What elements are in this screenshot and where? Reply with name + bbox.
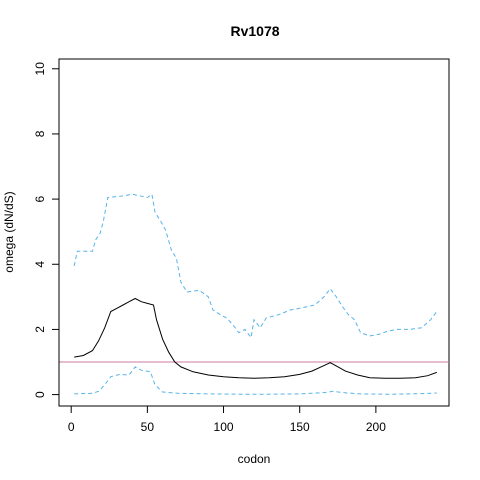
y-tick-label: 8 (33, 130, 47, 137)
y-tick-label: 4 (33, 261, 47, 268)
y-tick-label: 2 (33, 326, 47, 333)
chart-title: Rv1078 (230, 23, 279, 39)
x-tick-label: 50 (141, 420, 155, 434)
plot-frame (58, 58, 450, 407)
y-axis: 0 2 4 6 8 10 (33, 62, 60, 398)
plot-area (59, 193, 449, 395)
y-tick-label: 0 (33, 391, 47, 398)
x-tick-label: 150 (290, 420, 310, 434)
y-tick-label: 6 (33, 195, 47, 202)
x-tick-label: 0 (68, 420, 75, 434)
x-axis-label: codon (238, 452, 271, 466)
x-tick-label: 200 (366, 420, 386, 434)
series-line-2 (74, 297, 437, 379)
series-line-1 (73, 193, 438, 339)
x-tick-label: 100 (214, 420, 234, 434)
x-axis: 0 50 100 150 200 (68, 405, 386, 434)
series-line-3 (74, 366, 437, 395)
y-axis-label: omega (dN/dS) (2, 191, 16, 272)
y-tick-label: 10 (33, 62, 47, 76)
